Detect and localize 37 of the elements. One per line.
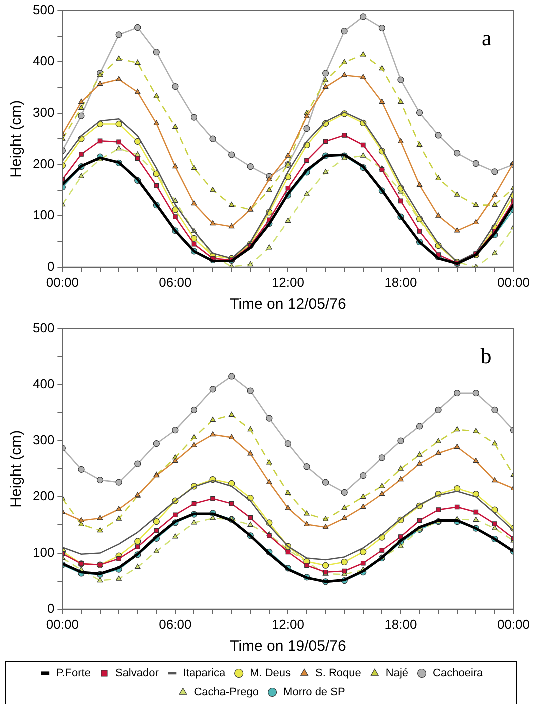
x-axis-title: Time on 19/05/76 xyxy=(230,638,346,656)
x-tick-label: 12:00 xyxy=(272,274,304,290)
x-tick-label: 18:00 xyxy=(384,616,418,632)
y-tick-label: 100 xyxy=(32,544,55,560)
y-axis-title: Height (cm) xyxy=(8,430,26,508)
x-tick-label: 18:00 xyxy=(384,274,418,290)
y-tick-label: 200 xyxy=(32,156,55,172)
y-tick-label: 400 xyxy=(32,54,55,69)
x-tick-label: 06:00 xyxy=(159,616,192,632)
x-tick-label: 00:00 xyxy=(46,616,79,632)
y-axis-title: Height (cm) xyxy=(8,100,26,178)
y-tick-label: 300 xyxy=(32,432,55,448)
legend-label: Itaparica xyxy=(183,668,226,680)
x-tick-label: 00:00 xyxy=(46,274,79,290)
y-tick-label: 0 xyxy=(47,258,55,274)
x-tick-label: 06:00 xyxy=(159,274,192,290)
annotation: a xyxy=(482,26,492,51)
legend-label: S. Roque xyxy=(316,668,362,680)
x-tick-label: 00:00 xyxy=(497,274,530,290)
y-tick-label: 300 xyxy=(32,105,55,120)
y-tick-label: 400 xyxy=(32,376,55,392)
x-tick-label: 12:00 xyxy=(272,616,304,632)
legend-label: Morro de SP xyxy=(284,686,346,699)
y-tick-label: 100 xyxy=(32,208,55,223)
legend-label: Cacha-Prego xyxy=(194,686,260,699)
y-tick-label: 500 xyxy=(32,2,55,18)
annotation: b xyxy=(480,344,492,369)
y-tick-label: 0 xyxy=(47,600,55,616)
x-axis-title: Time on 12/05/76 xyxy=(230,296,346,314)
legend-label: Salvador xyxy=(115,668,160,680)
legend-label: Cachoeira xyxy=(433,668,484,680)
y-tick-label: 500 xyxy=(32,320,55,336)
legend-label: P.Forte xyxy=(56,668,91,680)
x-tick-label: 00:00 xyxy=(497,616,530,632)
y-tick-label: 200 xyxy=(32,488,55,504)
legend-label: M. Deus xyxy=(250,668,292,680)
legend-label: Najé xyxy=(386,668,409,680)
